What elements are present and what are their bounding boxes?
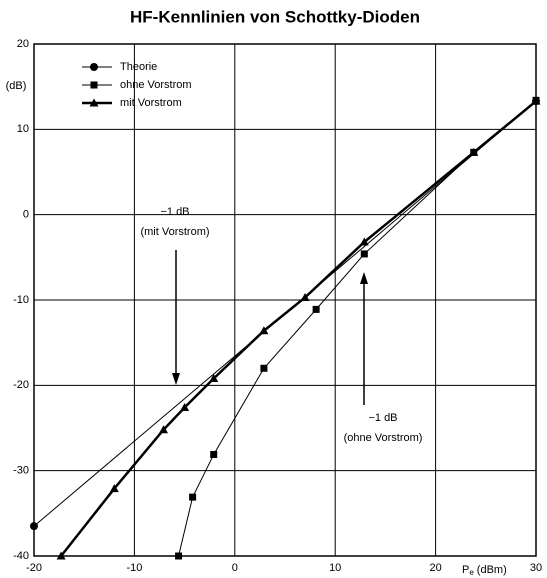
y-tick-label: -20 (13, 379, 29, 391)
marker (180, 403, 190, 412)
y-axis-label: (dB) (6, 80, 27, 92)
marker (259, 326, 269, 335)
y-tick-label: 0 (23, 209, 29, 221)
y-tick-label: -10 (13, 294, 29, 306)
y-tick-label: -30 (13, 465, 29, 477)
legend-marker (90, 63, 98, 71)
marker (159, 425, 169, 434)
x-tick-label: 0 (232, 562, 238, 574)
x-tick-label: 20 (429, 562, 441, 574)
y-tick-label: 10 (17, 123, 29, 135)
legend-marker (90, 81, 98, 89)
arrow-head (360, 272, 368, 284)
marker (209, 374, 219, 383)
marker (360, 250, 368, 258)
legend-label: Theorie (120, 61, 157, 73)
series-line (60, 100, 537, 557)
legend-marker (89, 98, 99, 107)
annotation: (mit Vorstrom) (140, 226, 209, 238)
marker (312, 305, 320, 313)
y-tick-label: -40 (13, 550, 29, 562)
annotation: (ohne Vorstrom) (344, 432, 423, 444)
x-label-main: P (462, 564, 469, 576)
marker (56, 551, 66, 560)
chart-title: HF-Kennlinien von Schottky-Dioden (130, 7, 420, 26)
annotation: −1 dB (160, 206, 189, 218)
marker (300, 292, 310, 301)
series-line (178, 99, 537, 557)
marker (531, 96, 541, 105)
marker (469, 147, 479, 156)
plot-frame (33, 43, 537, 557)
marker (189, 493, 197, 501)
marker (359, 237, 369, 246)
marker (175, 552, 183, 560)
legend-label: ohne Vorstrom (120, 79, 192, 91)
marker (210, 450, 218, 458)
marker (30, 522, 38, 531)
marker (260, 364, 268, 372)
marker (109, 484, 119, 493)
x-tick-label: 30 (530, 562, 542, 574)
y-tick-label: 20 (17, 38, 29, 50)
x-label-unit: (dBm) (477, 564, 507, 576)
x-tick-label: -20 (26, 562, 42, 574)
arrow-head (172, 373, 180, 385)
x-tick-label: 10 (329, 562, 341, 574)
x-label-sub: e (469, 568, 474, 577)
x-axis-label: Pe (dBm) (462, 564, 507, 577)
annotation: −1 dB (368, 412, 397, 424)
x-tick-label: -10 (126, 562, 142, 574)
legend-label: mit Vorstrom (120, 97, 182, 109)
